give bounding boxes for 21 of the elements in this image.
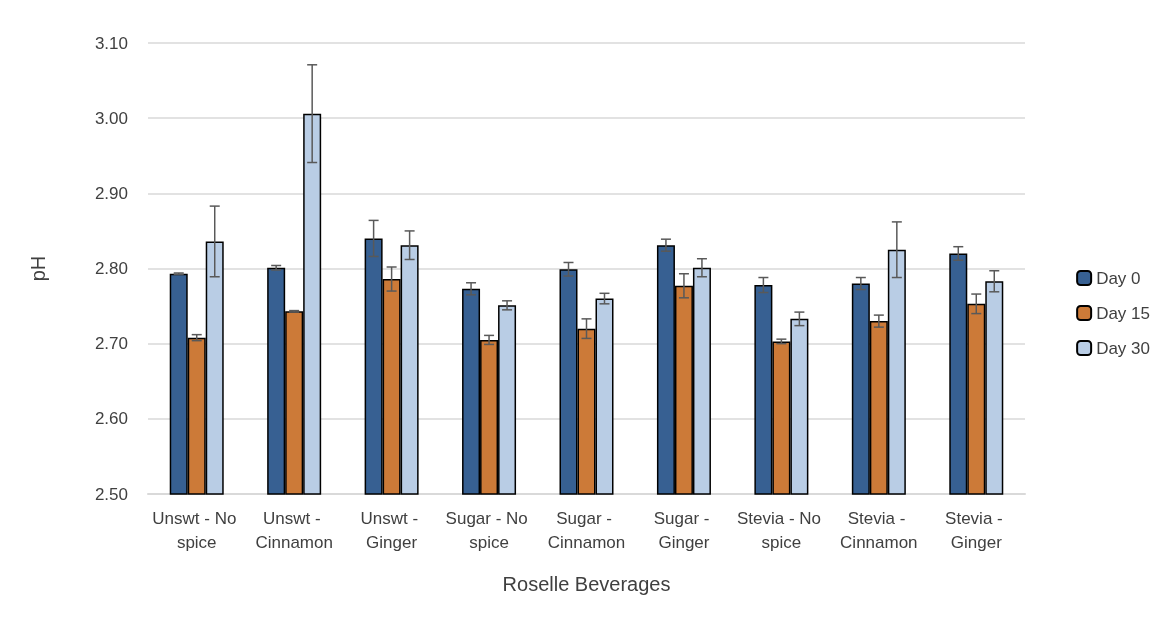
legend-label: Day 15 [1096, 303, 1151, 323]
y-tick-label: 3.10 [94, 33, 128, 53]
y-tick-label: 2.90 [94, 183, 128, 203]
x-tick-label: Sugar - Ginger [653, 508, 715, 552]
y-tick-label: 2.70 [94, 334, 128, 354]
y-tick-label: 2.50 [94, 484, 128, 504]
legend-label: Day 30 [1096, 338, 1151, 358]
x-tick-label: Sugar - No spice [445, 508, 533, 552]
x-tick-label: Unswt - No spice [152, 508, 242, 552]
x-tick-label: Stevia - No spice [736, 508, 826, 552]
x-tick-label: Sugar - Cinnamon [547, 508, 626, 552]
legend-label: Day 0 [1096, 268, 1141, 288]
x-tick-label: Stevia - Cinnamon [840, 508, 918, 552]
x-tick-label: Stevia - Ginger [945, 508, 1008, 552]
x-tick-label: Unswt - Cinnamon [255, 508, 333, 552]
x-axis-title: Roselle Beverages [502, 573, 671, 595]
x-tick-label: Unswt - Ginger [360, 508, 423, 552]
y-tick-label: 2.60 [94, 409, 128, 429]
y-axis-title: pH [27, 255, 49, 282]
y-tick-label: 3.00 [94, 108, 128, 128]
y-tick-label: 2.80 [94, 259, 128, 278]
